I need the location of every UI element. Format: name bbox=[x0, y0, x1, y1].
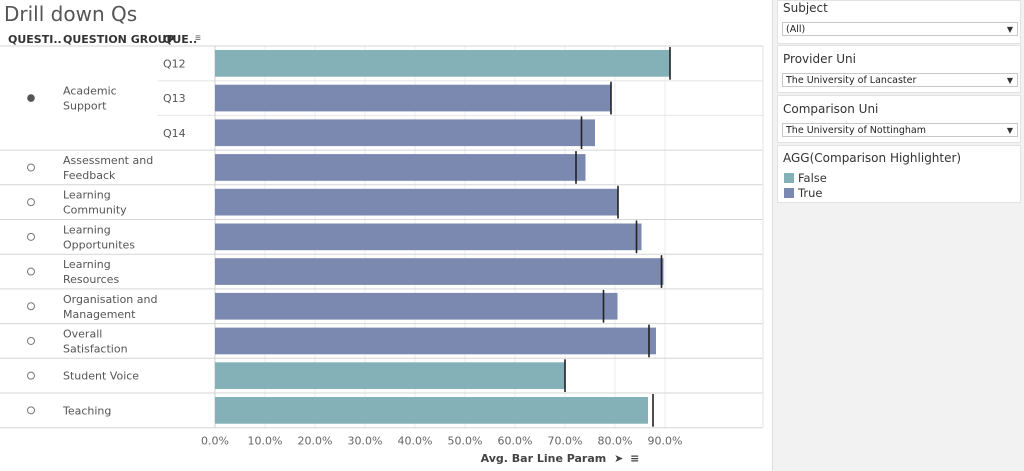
unselected-marker-icon[interactable] bbox=[27, 336, 35, 345]
chevron-down-icon[interactable]: ▼ bbox=[1006, 25, 1013, 34]
right-panel: Subject (All) ▼ Provider Uni The Univers… bbox=[772, 0, 1024, 471]
question-group-label: Student Voice bbox=[63, 370, 139, 383]
unselected-marker-icon[interactable] bbox=[27, 232, 35, 241]
comparison-filter-title: Comparison Uni bbox=[783, 102, 879, 116]
color-legend: AGG(Comparison Highlighter) False True bbox=[777, 145, 1021, 203]
subject-select[interactable]: (All) ▼ bbox=[782, 22, 1018, 36]
unselected-marker-icon[interactable] bbox=[27, 163, 35, 172]
x-tick-label: 90.0% bbox=[648, 435, 683, 448]
x-tick-label: 20.0% bbox=[298, 435, 333, 448]
chevron-down-icon[interactable]: ▼ bbox=[1006, 76, 1013, 85]
bar[interactable] bbox=[215, 397, 648, 424]
bar[interactable] bbox=[215, 223, 642, 251]
provider-select[interactable]: The University of Lancaster ▼ bbox=[782, 73, 1018, 87]
sort-icon[interactable]: ≡ bbox=[630, 452, 640, 465]
question-group-label: Overall bbox=[63, 327, 102, 340]
provider-filter: Provider Uni The University of Lancaster… bbox=[777, 45, 1021, 93]
comparison-select-value: The University of Nottingham bbox=[786, 125, 926, 136]
x-tick-label: 50.0% bbox=[448, 435, 483, 448]
bar[interactable] bbox=[215, 327, 656, 355]
legend-swatch-false bbox=[784, 173, 794, 183]
unselected-marker-icon[interactable] bbox=[27, 406, 35, 415]
bar[interactable] bbox=[215, 84, 611, 112]
question-label: Q13 bbox=[163, 92, 186, 105]
bar-chart: Q12 Academic Support Q13 Q14 Assessment and Fe… bbox=[0, 45, 764, 448]
question-group-label: Learning bbox=[63, 189, 111, 202]
provider-filter-title: Provider Uni bbox=[783, 52, 856, 66]
question-group-label: Organisation and bbox=[63, 293, 157, 306]
page-title: Drill down Qs bbox=[4, 2, 138, 26]
unselected-marker-icon[interactable] bbox=[27, 198, 35, 207]
question-group-label: Academic bbox=[63, 85, 117, 98]
unselected-marker-icon[interactable] bbox=[27, 302, 35, 311]
column-header-question[interactable]: QUE.. bbox=[163, 33, 198, 46]
legend-swatch-true bbox=[784, 188, 794, 198]
chevron-down-icon[interactable]: ▼ bbox=[1006, 126, 1013, 135]
subject-select-value: (All) bbox=[786, 24, 806, 35]
question-group-label: Management bbox=[63, 308, 136, 321]
question-group-label: Opportunites bbox=[63, 238, 135, 251]
bar[interactable] bbox=[215, 188, 618, 216]
subject-filter-title: Subject bbox=[783, 1, 828, 15]
bar[interactable] bbox=[215, 292, 618, 320]
bar[interactable] bbox=[215, 362, 565, 389]
bar[interactable] bbox=[215, 154, 586, 181]
x-tick-label: 30.0% bbox=[348, 435, 383, 448]
x-tick-label: 70.0% bbox=[548, 435, 583, 448]
question-group-label: Assessment and bbox=[63, 154, 153, 167]
question-label: Q12 bbox=[163, 57, 186, 70]
selected-marker-icon[interactable] bbox=[27, 94, 35, 102]
question-group-label: Support bbox=[63, 100, 107, 113]
column-header-question-group[interactable]: QUESTION GROUP bbox=[63, 33, 175, 46]
question-group-label: Teaching bbox=[62, 404, 111, 417]
question-group-label: Feedback bbox=[63, 169, 116, 182]
unselected-marker-icon[interactable] bbox=[27, 267, 35, 276]
legend-label-false: False bbox=[798, 171, 827, 185]
pin-icon[interactable]: ➤ bbox=[614, 452, 624, 465]
question-group-label: Learning bbox=[63, 223, 111, 236]
x-tick-label: 60.0% bbox=[498, 435, 533, 448]
question-group-label: Learning bbox=[63, 258, 111, 271]
question-label: Q14 bbox=[163, 127, 186, 140]
legend-label-true: True bbox=[798, 186, 823, 200]
bar[interactable] bbox=[215, 50, 670, 77]
x-axis-title[interactable]: Avg. Bar Line Param bbox=[480, 452, 607, 465]
sort-icon[interactable]: ≡ bbox=[195, 33, 201, 44]
x-tick-label: 0.0% bbox=[201, 435, 229, 448]
subject-filter: Subject (All) ▼ bbox=[777, 0, 1021, 44]
legend-title: AGG(Comparison Highlighter) bbox=[783, 151, 962, 165]
comparison-select[interactable]: The University of Nottingham ▼ bbox=[782, 123, 1018, 137]
question-group-label: Community bbox=[63, 204, 127, 217]
question-group-label: Satisfaction bbox=[63, 342, 128, 355]
legend-item-true[interactable]: True bbox=[784, 186, 822, 200]
unselected-marker-icon[interactable] bbox=[27, 371, 35, 380]
provider-select-value: The University of Lancaster bbox=[786, 75, 917, 86]
x-tick-label: 10.0% bbox=[248, 435, 283, 448]
x-tick-label: 40.0% bbox=[398, 435, 433, 448]
x-axis-title-wrap: Avg. Bar Line Param ➤ ≡ bbox=[400, 452, 720, 465]
comparison-filter: Comparison Uni The University of Notting… bbox=[777, 95, 1021, 143]
bar[interactable] bbox=[215, 119, 595, 147]
bar[interactable] bbox=[215, 258, 664, 285]
legend-item-false[interactable]: False bbox=[784, 171, 827, 185]
x-tick-label: 80.0% bbox=[598, 435, 633, 448]
question-group-label: Resources bbox=[63, 273, 119, 286]
column-header-question-flag[interactable]: QUESTI.. bbox=[8, 33, 62, 46]
